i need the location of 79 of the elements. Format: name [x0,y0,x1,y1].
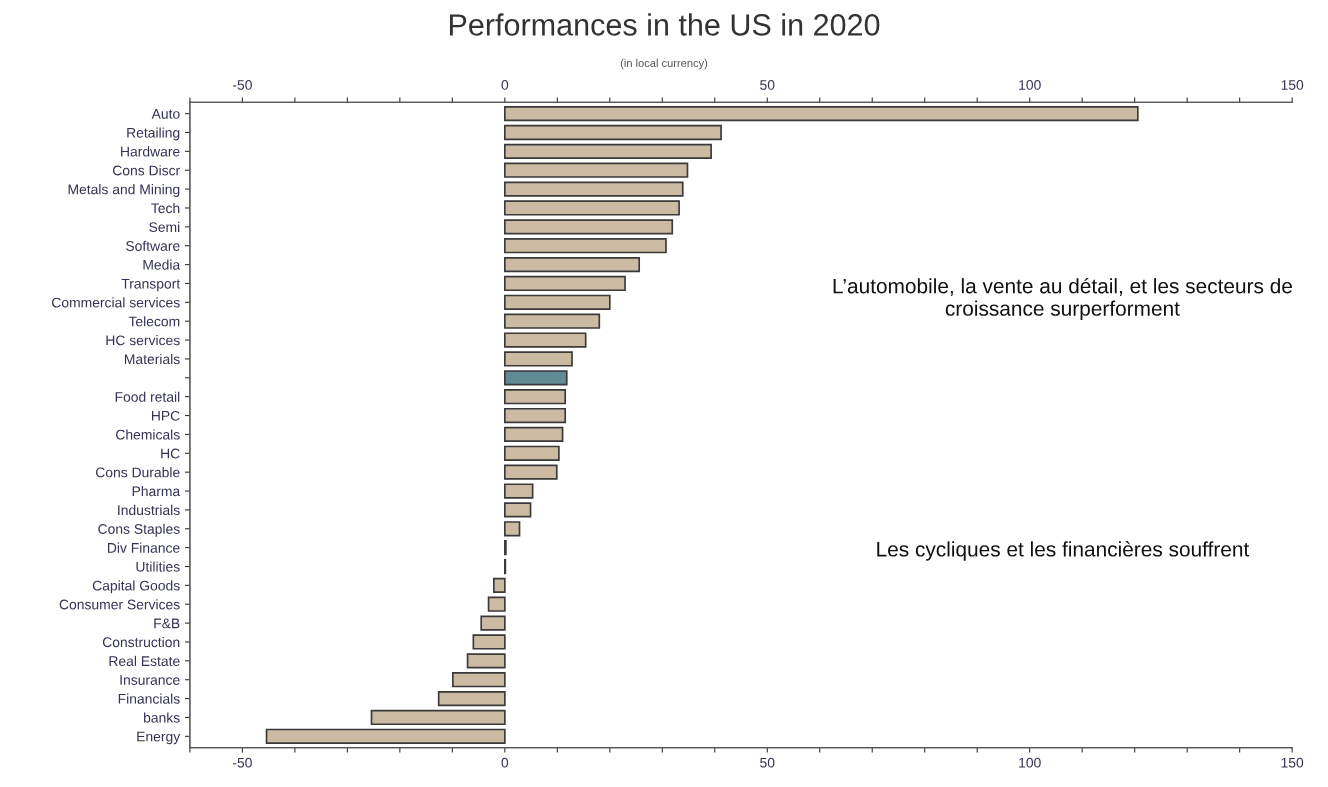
bar [503,351,573,367]
y-tick-label: Food retail [115,391,180,402]
bar [503,389,567,405]
y-tick-label: Telecom [128,316,180,327]
bar [503,370,568,386]
y-tick-label: Software [126,240,180,251]
bar [503,313,601,329]
x2-tick-label: 150 [1281,80,1304,90]
bar [503,521,521,537]
y-tick-label: Transport [121,278,181,292]
bar [466,653,506,669]
y-tick-label: Cons Durable [95,467,180,478]
y-tick-label: Tech [151,202,180,214]
y-tick-label: HC [161,448,180,459]
y-tick-label: Insurance [120,675,180,685]
y-tick-label: Capital Goods [92,580,180,594]
bar [503,483,534,499]
y-tick-label: Consumer Services [59,599,180,610]
bar [503,332,587,348]
bar [503,445,560,461]
chart-title: Performances in the US in 2020 [449,13,880,36]
bar [480,615,506,631]
y-tick-label: Cons Discr [112,165,180,176]
x2-tick-label: -50 [232,80,252,90]
y-tick-label: Real Estate [109,655,180,667]
bar [503,219,674,235]
y-tick-label: Construction [102,636,180,648]
bar [452,672,506,688]
y-tick-label: Metals and Mining [68,184,180,198]
y-tick-label: Auto [151,109,180,119]
bar [503,464,558,480]
bar [503,275,626,292]
x-tick-label: 0 [501,757,509,768]
y-tick-label: Pharma [132,485,181,497]
bar [503,200,680,216]
bar [503,162,689,178]
bar [503,124,722,141]
bar [503,256,641,273]
bar [503,407,567,424]
chart-subtitle: (in local currency) [620,58,708,70]
y-tick-label: Hardware [121,146,180,157]
y-tick-label: Cons Staples [98,523,180,537]
bar [503,238,667,254]
bar [472,634,506,650]
y-tick-label: Utilities [136,561,180,572]
bar [487,596,506,612]
x-tick-label: 100 [1019,757,1041,768]
y-tick-label: Industrials [118,504,180,516]
bar [503,181,684,197]
y-tick-label: Energy [137,731,181,745]
annotation: Les cycliques et les financières souffrent [877,541,1250,561]
bar [503,426,564,443]
x2-tick-label: 100 [1019,80,1041,90]
x2-tick-label: 0 [501,80,509,90]
x-tick-label: 150 [1281,757,1304,768]
y-tick-label: Financials [118,693,180,704]
bar [503,294,611,310]
bar [503,143,712,159]
y-tick-label: banks [144,712,180,723]
y-tick-label: F&B [154,618,180,629]
y-tick-label: Retailing [127,127,180,141]
x2-tick-label: 50 [760,80,775,90]
y-tick-label: Chemicals [116,429,180,440]
bar [503,106,1139,122]
y-tick-label: Materials [124,353,180,365]
x-tick-label: 50 [760,757,775,768]
x-tick-label: -50 [232,757,252,768]
bar [492,577,506,593]
annotation: L’automobile, la vente au détail, et les secteurs de croissance surperforment [833,277,1292,320]
bar [370,709,506,726]
bar [265,728,506,744]
y-tick-label: HC services [106,335,180,346]
bar [503,502,532,518]
y-tick-label: Semi [149,221,180,233]
y-tick-label: Div Finance [107,542,180,553]
bar [437,690,506,707]
y-tick-label: Commercial services [52,297,180,308]
y-tick-label: Media [143,259,181,270]
y-tick-label: HPC [152,410,180,421]
